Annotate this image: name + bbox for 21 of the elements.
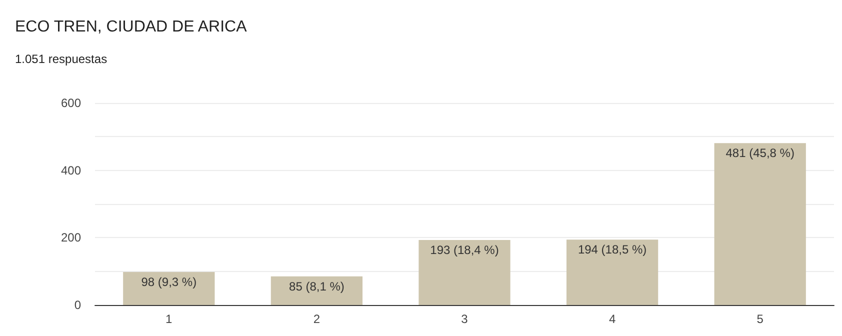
data-label: 85 (8,1 %) <box>289 279 344 294</box>
data-label: 194 (18,5 %) <box>578 242 647 257</box>
data-label: 98 (9,3 %) <box>141 275 197 290</box>
data-label: 193 (18,4 %) <box>430 243 499 258</box>
x-tick-label: 3 <box>461 312 468 326</box>
data-label: 481 (45,8 %) <box>726 146 794 160</box>
bar <box>714 143 806 305</box>
y-tick-label: 400 <box>60 163 82 178</box>
y-tick-label: 0 <box>74 298 82 312</box>
x-tick-label: 1 <box>166 312 173 326</box>
bar <box>566 240 658 305</box>
y-tick-label: 200 <box>60 230 82 245</box>
chart-title: ECO TREN, CIUDAD DE ARICA <box>15 18 248 36</box>
bar <box>270 276 363 305</box>
bar <box>123 272 215 305</box>
chart-subtitle: 1.051 respuestas <box>15 52 108 66</box>
x-tick-label: 2 <box>313 312 320 326</box>
y-tick-label: 600 <box>60 96 82 110</box>
x-tick-label: 4 <box>608 312 616 326</box>
x-tick-label: 5 <box>756 312 764 326</box>
bar <box>418 240 510 305</box>
